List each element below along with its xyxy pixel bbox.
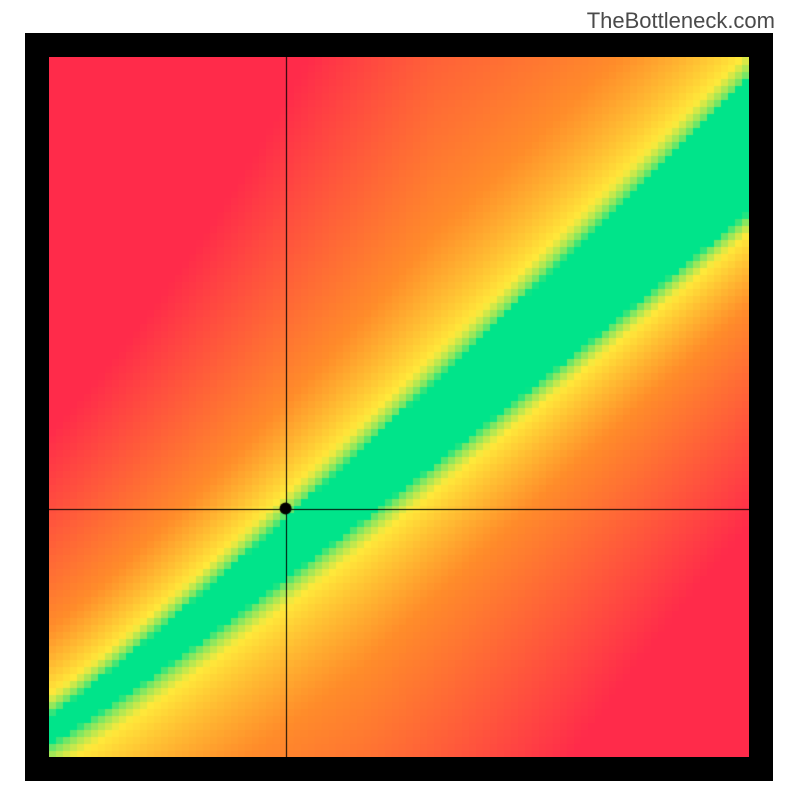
watermark-text: TheBottleneck.com [587, 8, 775, 34]
bottleneck-heatmap [49, 57, 749, 757]
chart-frame [25, 33, 773, 781]
